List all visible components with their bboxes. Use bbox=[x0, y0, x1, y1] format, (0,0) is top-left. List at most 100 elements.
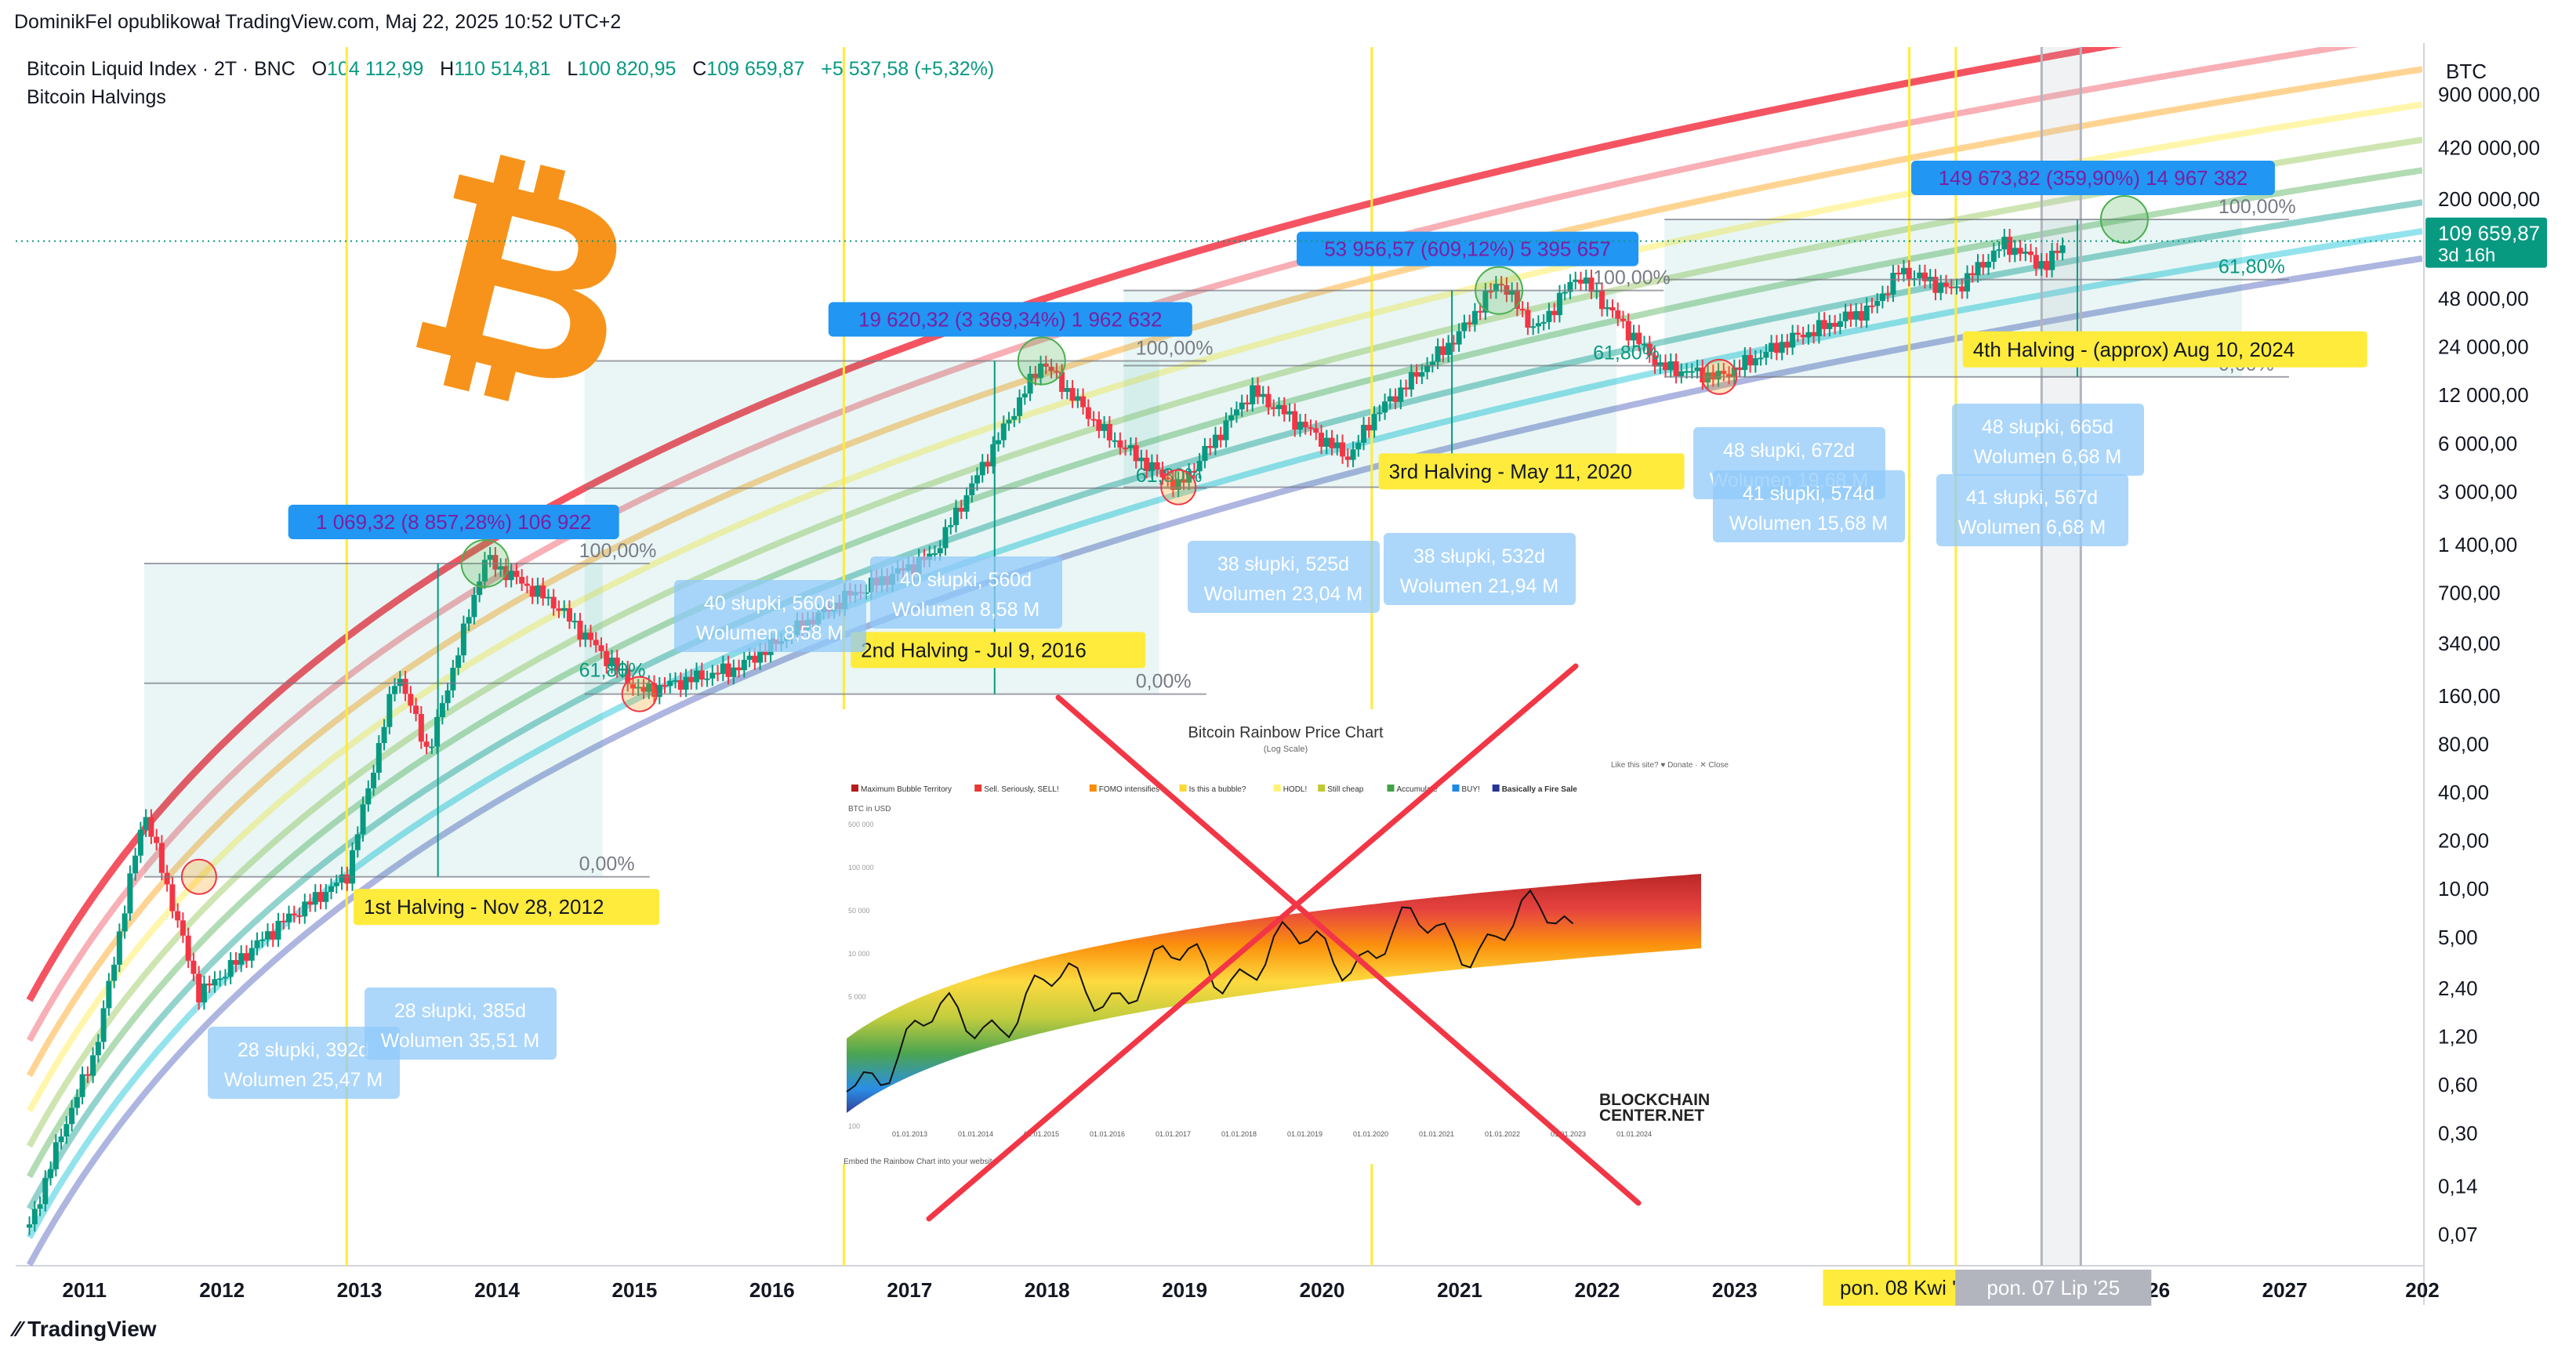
price-tick-4: 48 000,00 bbox=[2438, 287, 2529, 310]
fib-label-1-0: 100,00% bbox=[579, 540, 657, 562]
candle-body bbox=[344, 874, 350, 884]
candle-body bbox=[317, 892, 324, 902]
candle-body bbox=[1615, 310, 1621, 319]
candle-body bbox=[1456, 331, 1462, 345]
candle-body bbox=[291, 913, 297, 915]
candle-body bbox=[1885, 293, 1891, 295]
candle-body bbox=[27, 1224, 33, 1228]
candle-body bbox=[1715, 371, 1722, 380]
candle-body bbox=[1059, 371, 1065, 392]
candle-body bbox=[42, 1178, 49, 1205]
bar-volume-text-4: Wolumen 8,58 M bbox=[892, 599, 1040, 621]
candle-body bbox=[339, 874, 345, 883]
cycle-bottom-marker-2 bbox=[621, 676, 658, 712]
candle-body bbox=[1684, 371, 1690, 373]
candle-body bbox=[212, 979, 218, 986]
candle-body bbox=[996, 440, 1002, 444]
bar-count-box-3 bbox=[674, 580, 866, 652]
candle-body bbox=[1038, 363, 1044, 379]
candle-body bbox=[164, 872, 170, 885]
candle-body bbox=[1498, 284, 1504, 286]
candle-body bbox=[206, 983, 212, 986]
inset-y-tick-2: 100 000 bbox=[848, 864, 874, 872]
candle-body bbox=[169, 884, 176, 911]
candle-body bbox=[1917, 272, 1923, 279]
candle-body bbox=[1006, 419, 1012, 424]
candle-body bbox=[423, 741, 430, 747]
candle-body bbox=[1530, 326, 1537, 328]
tradingview-logo[interactable]: ⁄⁄ TradingView bbox=[14, 1317, 157, 1342]
inset-x-tick-7: 01.01.2019 bbox=[1287, 1130, 1322, 1138]
candle-body bbox=[1275, 404, 1282, 409]
symbol-name[interactable]: Bitcoin Liquid Index · 2T · BNC bbox=[27, 58, 296, 80]
candle-body bbox=[222, 977, 228, 979]
candle-body bbox=[1598, 290, 1605, 310]
candle-body bbox=[561, 608, 568, 611]
candle-body bbox=[1657, 362, 1664, 367]
candle-body bbox=[757, 651, 764, 663]
candle-body bbox=[381, 727, 387, 744]
bar-count-box-2 bbox=[365, 988, 557, 1060]
candle-body bbox=[444, 690, 451, 704]
bar-count-box-10 bbox=[1936, 474, 2128, 546]
candle-body bbox=[1217, 434, 1224, 440]
candle-body bbox=[513, 571, 520, 578]
candle-body bbox=[413, 705, 419, 715]
candle-body bbox=[1763, 351, 1769, 358]
candle-body bbox=[323, 891, 329, 902]
candle-body bbox=[577, 621, 583, 640]
tradingview-mark-icon: ⁄⁄ bbox=[14, 1317, 28, 1341]
price-tick-18: 2,40 bbox=[2438, 977, 2478, 1000]
candle-body bbox=[741, 659, 747, 671]
candle-body bbox=[1250, 385, 1256, 404]
selection-range bbox=[2041, 47, 2081, 1266]
time-scale[interactable]: 2011 2012 2013 2014 2015 2016 2017 2018 2019 2020… bbox=[63, 1270, 2440, 1306]
candle-body bbox=[1413, 371, 1420, 377]
cross-line-1 bbox=[1055, 694, 1642, 1206]
candle-body bbox=[243, 953, 249, 961]
candle-body bbox=[688, 676, 695, 683]
candle-body bbox=[1461, 322, 1468, 332]
candle-body bbox=[1323, 437, 1330, 448]
candle-body bbox=[1954, 286, 1960, 288]
bar-count-text-1: 28 słupki, 392d bbox=[238, 1039, 369, 1061]
candle-body bbox=[1361, 425, 1367, 443]
candle-body bbox=[1800, 334, 1806, 338]
candle-body bbox=[1710, 372, 1716, 380]
candle-body bbox=[1773, 342, 1780, 353]
candle-body bbox=[1085, 407, 1091, 419]
candle-body bbox=[1689, 371, 1695, 373]
candle-body bbox=[762, 651, 768, 655]
indicator-name[interactable]: Bitcoin Halvings bbox=[27, 86, 166, 108]
year-tick-18: 202 bbox=[2405, 1278, 2439, 1302]
candle-body bbox=[148, 817, 154, 837]
inset-legend-label-2: Sell. Seriously, SELL! bbox=[984, 785, 1058, 794]
inset-top-right: Like this site? ♥ Donate · ✕ Close bbox=[1611, 761, 1729, 770]
bar-volume-text-5: Wolumen 23,04 M bbox=[1204, 583, 1362, 605]
bar-count-box-9 bbox=[1952, 404, 2144, 476]
candle-body bbox=[333, 882, 339, 886]
candle-body bbox=[498, 566, 504, 570]
candle-body bbox=[524, 583, 530, 586]
candle-body bbox=[1794, 332, 1801, 335]
inset-y-tick-5: 5 000 bbox=[848, 993, 866, 1001]
fib-label-1-2: 0,00% bbox=[579, 853, 635, 875]
inset-legend-swatch-8 bbox=[1452, 785, 1460, 792]
candle-body bbox=[550, 596, 557, 609]
candle-body bbox=[1827, 322, 1833, 329]
range-box-4 bbox=[1910, 160, 2275, 195]
candle-body bbox=[1869, 305, 1875, 307]
bar-count-text-7: 48 słupki, 672d bbox=[1723, 440, 1855, 462]
price-tick-14: 40,00 bbox=[2438, 781, 2489, 804]
candle-body bbox=[725, 663, 731, 677]
bar-count-box-6 bbox=[1384, 533, 1576, 605]
candle-body bbox=[429, 746, 435, 748]
rainbow-band-1 bbox=[26, 47, 2123, 1002]
price-tick-8: 3 000,00 bbox=[2438, 480, 2517, 503]
inset-x-tick-4: 01.01.2016 bbox=[1090, 1130, 1125, 1138]
candle-body bbox=[2044, 261, 2050, 270]
fib-label-3-0: 100,00% bbox=[1593, 267, 1671, 289]
candle-body bbox=[1450, 342, 1457, 345]
